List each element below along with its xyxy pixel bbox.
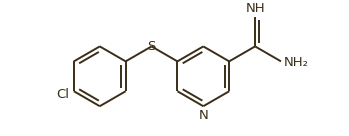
Text: NH: NH [246,1,266,15]
Text: N: N [199,109,208,122]
Text: NH₂: NH₂ [284,56,309,69]
Text: S: S [147,40,156,53]
Text: Cl: Cl [56,88,69,101]
